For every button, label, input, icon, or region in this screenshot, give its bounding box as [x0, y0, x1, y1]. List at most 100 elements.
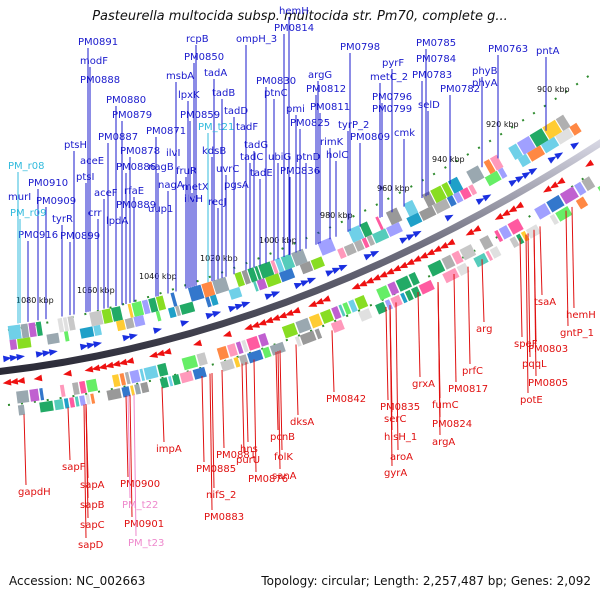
gene-label[interactable]: PM0883: [204, 512, 244, 523]
gene-label[interactable]: PM0842: [326, 394, 366, 405]
gene-label[interactable]: PM0811: [310, 102, 350, 113]
gene-label[interactable]: PM0876: [248, 474, 288, 485]
gene-label[interactable]: crr: [88, 208, 102, 219]
gene-label[interactable]: fumC: [432, 400, 459, 411]
trna-label[interactable]: PM_r08: [8, 161, 45, 172]
gene-label[interactable]: nagB: [148, 162, 174, 173]
gene-label[interactable]: pntA: [536, 46, 560, 57]
gene-label[interactable]: PM0836: [280, 166, 320, 177]
gene-label[interactable]: sapD: [78, 540, 104, 551]
gene-label[interactable]: pcnB: [270, 432, 295, 443]
gene-label[interactable]: gapdH: [18, 487, 51, 498]
gene-label[interactable]: dksA: [290, 417, 314, 428]
gene-label[interactable]: PM0871: [146, 126, 186, 137]
gene-label[interactable]: PM0878: [120, 146, 160, 157]
gene-label[interactable]: lpdA: [106, 216, 128, 227]
gene-label[interactable]: PM0886: [116, 162, 156, 173]
gene-label[interactable]: sapC: [80, 520, 105, 531]
gene-label[interactable]: PM0784: [416, 54, 456, 65]
gene-label[interactable]: PM0879: [112, 110, 152, 121]
gene-label[interactable]: PM0798: [340, 42, 380, 53]
gene-label[interactable]: holC: [326, 150, 348, 161]
gene-label[interactable]: PM0805: [528, 378, 568, 389]
gene-label[interactable]: aroA: [390, 452, 413, 463]
gene-label[interactable]: pqqL: [522, 359, 547, 370]
gene-label[interactable]: PM0887: [98, 132, 138, 143]
gene-label[interactable]: ubiG: [268, 152, 291, 163]
gene-label[interactable]: metX: [182, 182, 209, 193]
gene-label[interactable]: uup1: [148, 204, 173, 215]
gene-label[interactable]: nagA: [158, 180, 184, 191]
gene-label[interactable]: tyrR: [52, 214, 73, 225]
gene-label[interactable]: tyrP_2: [338, 120, 369, 131]
gene-label[interactable]: ilvI: [166, 148, 180, 159]
gene-label[interactable]: tsaA: [534, 297, 556, 308]
trna-label[interactable]: PM_r09: [10, 208, 47, 219]
gene-label[interactable]: PM0859: [180, 110, 220, 121]
gene-label[interactable]: PM0835: [380, 402, 420, 413]
gene-label[interactable]: ilvH: [184, 194, 203, 205]
gene-label[interactable]: hisH_1: [384, 432, 417, 443]
gene-label[interactable]: PM0782: [440, 84, 480, 95]
gene-label[interactable]: ptnD: [296, 152, 321, 163]
gene-label[interactable]: phyA: [472, 78, 498, 89]
gene-label[interactable]: PM0885: [196, 464, 236, 475]
gene-label[interactable]: murI: [8, 192, 31, 203]
gene-label[interactable]: PM0881: [216, 450, 256, 461]
gene-label[interactable]: ompH_3: [236, 34, 277, 45]
gene-label[interactable]: serC: [384, 414, 406, 425]
gene-label[interactable]: aceF: [94, 188, 118, 199]
gene-label[interactable]: PM0889: [116, 200, 156, 211]
gene-label[interactable]: kdsB: [202, 146, 226, 157]
gene-label[interactable]: PM0814: [274, 23, 314, 34]
gene-label[interactable]: hns: [240, 444, 258, 455]
gene-label[interactable]: potE: [520, 395, 543, 406]
trna-label[interactable]: PM_t22: [122, 500, 158, 511]
gene-label[interactable]: prfC: [462, 366, 483, 377]
gene-label[interactable]: PM0783: [412, 70, 452, 81]
gene-label[interactable]: ptsH: [64, 140, 87, 151]
gene-label[interactable]: recJ: [208, 197, 227, 208]
gene-label[interactable]: aceE: [80, 156, 104, 167]
gene-label[interactable]: PM0825: [290, 118, 330, 129]
gene-label[interactable]: PM0910: [28, 178, 68, 189]
gene-label[interactable]: PM0817: [448, 384, 488, 395]
gene-label[interactable]: rcpB: [186, 34, 209, 45]
gene-label[interactable]: selD: [418, 100, 440, 111]
gene-label[interactable]: cmk: [394, 128, 415, 139]
gene-label[interactable]: PM0785: [416, 38, 456, 49]
gene-label[interactable]: PM0899: [60, 231, 100, 242]
gene-label[interactable]: purU: [236, 455, 260, 466]
gene-label[interactable]: fruR: [176, 166, 197, 177]
gene-label[interactable]: modF: [80, 56, 108, 67]
gene-label[interactable]: pyrF: [382, 58, 404, 69]
gene-label[interactable]: metC_2: [370, 72, 408, 83]
gene-label[interactable]: PM0901: [124, 519, 164, 530]
gene-label[interactable]: hemH: [279, 6, 309, 17]
gene-label[interactable]: speF: [514, 339, 538, 350]
gene-label[interactable]: PM0763: [488, 44, 528, 55]
gene-label[interactable]: pmi: [286, 104, 305, 115]
gene-label[interactable]: PM0830: [256, 76, 296, 87]
gene-label[interactable]: PM0803: [528, 344, 568, 355]
gene-label[interactable]: ptsI: [76, 172, 94, 183]
gene-label[interactable]: PM0888: [80, 75, 120, 86]
gene-label[interactable]: PM0799: [372, 104, 412, 115]
trna-label[interactable]: PM_t23: [128, 538, 164, 549]
gene-label[interactable]: tadD: [224, 106, 248, 117]
gene-label[interactable]: PM0812: [306, 84, 346, 95]
gene-label[interactable]: PM0916: [18, 230, 58, 241]
gene-label[interactable]: argA: [432, 437, 455, 448]
gene-label[interactable]: argG: [308, 70, 332, 81]
trna-label[interactable]: PM_t21: [198, 122, 234, 133]
gene-label[interactable]: impA: [156, 444, 182, 455]
gene-label[interactable]: tadE: [250, 168, 273, 179]
gene-label[interactable]: PM0824: [432, 419, 472, 430]
gene-label[interactable]: sapB: [80, 500, 105, 511]
gene-label[interactable]: PM0796: [372, 92, 412, 103]
gene-label[interactable]: arg: [476, 324, 492, 335]
gene-label[interactable]: msbA: [166, 71, 194, 82]
gene-label[interactable]: PM0900: [120, 479, 160, 490]
gene-label[interactable]: gntP_1: [560, 328, 594, 339]
gene-label[interactable]: folK: [274, 452, 293, 463]
